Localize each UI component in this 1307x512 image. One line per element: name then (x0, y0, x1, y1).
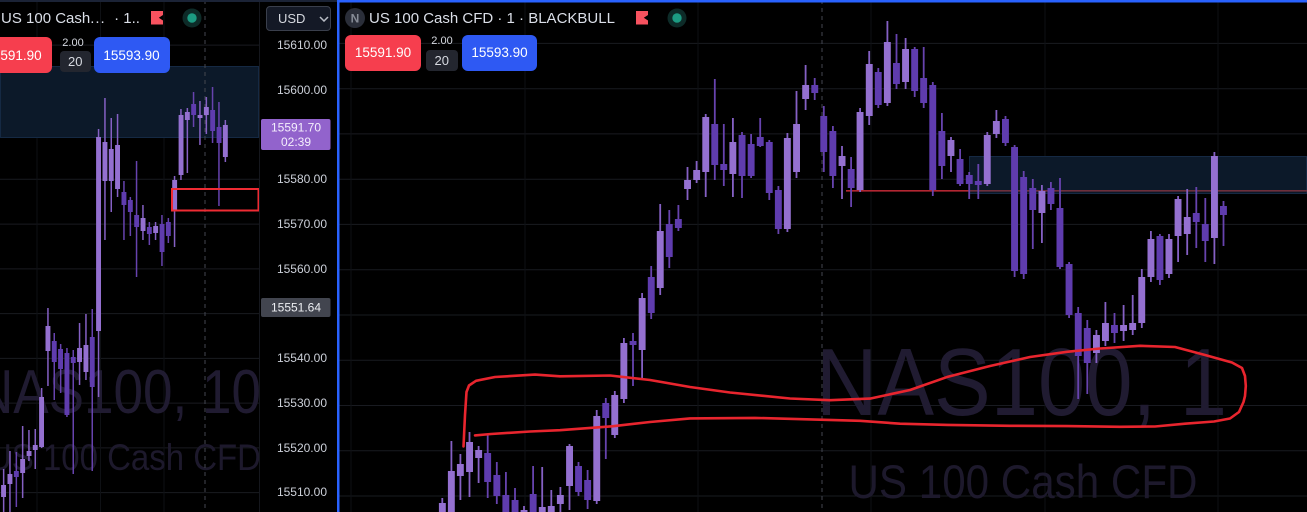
svg-text:02:39: 02:39 (281, 135, 311, 149)
svg-text:15600.00: 15600.00 (277, 83, 327, 97)
svg-text:15520.00: 15520.00 (277, 441, 327, 455)
svg-text:15510.00: 15510.00 (277, 485, 327, 499)
svg-text:15610.00: 15610.00 (277, 38, 327, 52)
svg-text:15591.70: 15591.70 (271, 121, 321, 135)
svg-text:15530.00: 15530.00 (277, 396, 327, 410)
svg-text:15551.64: 15551.64 (271, 301, 321, 315)
svg-text:15560.00: 15560.00 (277, 262, 327, 276)
svg-text:15570.00: 15570.00 (277, 217, 327, 231)
svg-text:US 100 Cash CFD: US 100 Cash CFD (849, 456, 1198, 509)
svg-text:15580.00: 15580.00 (277, 172, 327, 186)
svg-text:N: N (351, 12, 360, 26)
svg-text:15540.00: 15540.00 (277, 351, 327, 365)
svg-text:NAS100, 1: NAS100, 1 (816, 329, 1227, 436)
